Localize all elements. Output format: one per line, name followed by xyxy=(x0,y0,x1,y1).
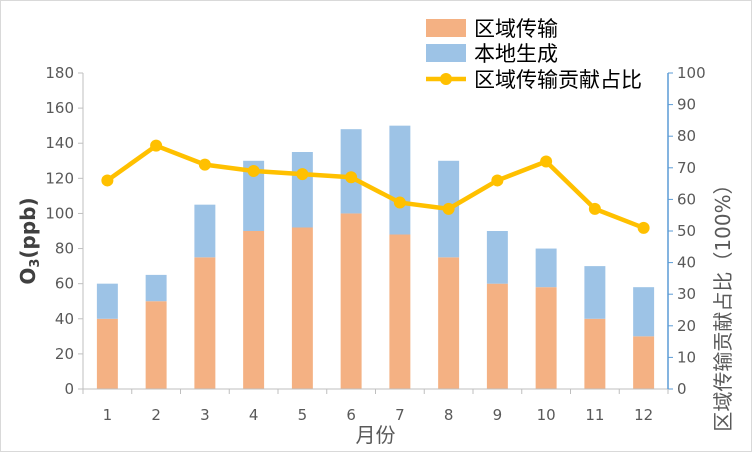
bar-regional-2 xyxy=(145,301,167,389)
legend-swatch-local xyxy=(426,44,466,62)
legend-marker-ratio xyxy=(440,73,452,85)
y-left-tick-label: 140 xyxy=(45,134,74,152)
y-left-tick-label: 40 xyxy=(55,310,74,328)
legend-label-local: 本地生成 xyxy=(474,42,558,66)
x-tick-label: 2 xyxy=(151,406,161,424)
bar-local-2 xyxy=(145,274,167,302)
ticks-layer: 0204060801001201401601800102030405060708… xyxy=(45,64,705,424)
line-series-layer xyxy=(101,139,650,234)
ratio-point-4 xyxy=(247,164,260,177)
bar-regional-5 xyxy=(291,227,313,389)
y-right-tick-label: 60 xyxy=(677,190,696,208)
bar-regional-6 xyxy=(340,213,362,389)
bar-regional-1 xyxy=(96,318,118,389)
bar-local-12 xyxy=(633,287,655,337)
y-left-tick-label: 160 xyxy=(45,99,74,117)
ratio-point-9 xyxy=(491,174,504,187)
ratio-point-12 xyxy=(637,221,650,234)
bar-regional-11 xyxy=(584,318,606,389)
x-tick-label: 3 xyxy=(200,406,210,424)
y-left-tick-label: 80 xyxy=(55,240,74,258)
x-axis-title: 月份 xyxy=(356,423,396,447)
legend-swatch-regional xyxy=(426,19,466,37)
bar-regional-7 xyxy=(389,234,411,389)
y-axis-left-title: O3(ppb) xyxy=(16,197,43,284)
x-tick-label: 11 xyxy=(585,406,604,424)
bar-regional-8 xyxy=(438,257,460,389)
legend-label-regional: 区域传输 xyxy=(474,17,558,41)
y-left-tick-label: 180 xyxy=(45,64,74,82)
y-right-tick-label: 20 xyxy=(677,317,696,335)
y-left-tick-label: 100 xyxy=(45,204,74,222)
y-right-tick-label: 10 xyxy=(677,348,696,366)
x-tick-label: 1 xyxy=(103,406,113,424)
x-tick-label: 9 xyxy=(493,406,503,424)
ratio-line xyxy=(105,143,646,231)
y-right-tick-label: 0 xyxy=(677,380,687,398)
ratio-point-7 xyxy=(393,196,406,209)
ratio-point-2 xyxy=(150,139,163,152)
ratio-point-10 xyxy=(540,155,553,168)
y-right-tick-label: 100 xyxy=(677,64,706,82)
bar-regional-12 xyxy=(633,336,655,389)
bar-local-11 xyxy=(584,266,606,319)
x-tick-label: 6 xyxy=(346,406,356,424)
x-tick-label: 4 xyxy=(249,406,259,424)
bar-local-3 xyxy=(194,204,216,258)
y-axis-right-title: 区域传输贡献占比（100%） xyxy=(711,174,735,431)
ratio-point-8 xyxy=(442,202,455,215)
bars-layer xyxy=(96,125,655,389)
legend: 区域传输 本地生成 区域传输贡献占比 xyxy=(426,17,642,92)
bar-regional-10 xyxy=(535,287,557,389)
bar-local-1 xyxy=(96,283,118,319)
x-tick-label: 5 xyxy=(298,406,308,424)
axes-layer xyxy=(82,73,669,390)
ratio-point-5 xyxy=(296,168,309,181)
y-left-tick-label: 0 xyxy=(64,380,74,398)
y-right-tick-label: 80 xyxy=(677,127,696,145)
bar-regional-9 xyxy=(486,283,508,389)
ratio-point-11 xyxy=(588,202,601,215)
x-tick-label: 10 xyxy=(537,406,556,424)
y-left-tick-label: 120 xyxy=(45,169,74,187)
ratio-point-1 xyxy=(101,174,114,187)
bar-local-4 xyxy=(243,160,265,231)
x-tick-label: 8 xyxy=(444,406,454,424)
bar-regional-3 xyxy=(194,257,216,389)
x-tick-label: 12 xyxy=(634,406,653,424)
y-right-tick-label: 30 xyxy=(677,285,696,303)
y-left-tick-label: 60 xyxy=(55,275,74,293)
y-right-tick-label: 50 xyxy=(677,222,696,240)
ratio-point-3 xyxy=(198,158,211,171)
y-right-tick-label: 40 xyxy=(677,254,696,272)
bar-regional-4 xyxy=(243,231,265,389)
y-left-tick-label: 20 xyxy=(55,345,74,363)
bar-local-5 xyxy=(291,152,313,228)
y-right-tick-label: 70 xyxy=(677,159,696,177)
y-axis-left-title-main: O xyxy=(16,268,40,285)
x-tick-label: 7 xyxy=(395,406,405,424)
bar-local-7 xyxy=(389,125,411,235)
ratio-point-6 xyxy=(345,171,358,184)
y-axis-left-title-subscript: 3 xyxy=(28,259,43,268)
y-right-tick-label: 90 xyxy=(677,96,696,114)
y-axis-left-title-unit: (ppb) xyxy=(16,197,40,258)
bar-local-10 xyxy=(535,248,557,288)
bar-local-9 xyxy=(486,231,508,284)
legend-label-ratio: 区域传输贡献占比 xyxy=(474,68,642,92)
